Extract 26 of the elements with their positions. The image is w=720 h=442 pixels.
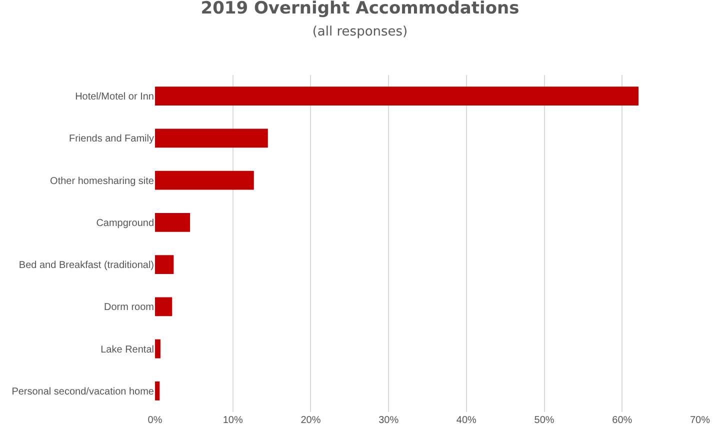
x-tick-label: 30% [378,415,399,426]
x-tick-label: 0% [148,415,162,426]
bar [155,297,172,316]
x-tick-label: 60% [612,415,632,426]
x-tick-label: 70% [690,415,710,426]
y-tick-label: Campground [96,218,154,229]
y-tick-label: Lake Rental [100,344,154,356]
bar [155,381,160,400]
y-tick-label: Friends and Family [68,134,154,145]
bar [155,128,268,148]
chart-subtitle: (all responses) [312,24,408,40]
x-tick-label: 10% [222,415,243,426]
y-tick-label: Personal second/vacation home [12,386,154,398]
x-tick-label: 40% [456,415,477,426]
bar [155,212,190,232]
bar [155,255,174,274]
x-tick-label: 20% [300,415,321,426]
y-tick-label: Hotel/Motel or Inn [75,92,154,103]
chart-title: 2019 Overnight Accommodations [200,0,520,18]
bar [155,86,638,106]
y-tick-label: Dorm room [104,302,154,314]
bar [155,339,160,358]
y-tick-label: Other homesharing site [50,176,154,187]
y-tick-label: Bed and Breakfast (traditional) [18,260,154,272]
bar [155,170,254,190]
x-tick-label: 50% [534,415,554,426]
